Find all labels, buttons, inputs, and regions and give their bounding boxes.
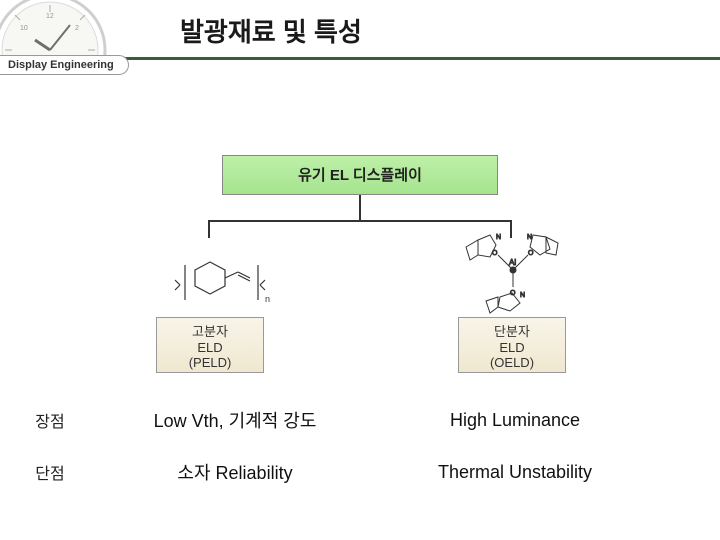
svg-text:N: N <box>527 234 532 241</box>
svg-text:O: O <box>528 250 534 257</box>
header: 12 10 2 발광재료 및 특성 <box>0 0 720 60</box>
leaf-line: ELD <box>157 340 263 355</box>
connector-line <box>359 195 361 220</box>
diagram-leaf-oeld: 단분자 ELD (OELD) <box>458 317 566 373</box>
table-row-advantage: 장점 Low Vth, 기계적 강도 High Luminance <box>0 408 720 432</box>
row-label: 장점 <box>0 408 100 432</box>
svg-text:N: N <box>496 234 501 241</box>
row-value-left: 소자 Reliability <box>115 459 355 485</box>
connector-line <box>208 220 210 238</box>
leaf-line: 고분자 <box>157 321 263 340</box>
row-value-right: Thermal Unstability <box>395 462 635 483</box>
diagram-root-box: 유기 EL 디스플레이 <box>222 155 498 195</box>
svg-text:N: N <box>520 292 525 299</box>
diagram-leaf-peld: 고분자 ELD (PELD) <box>156 317 264 373</box>
watch-decoration: 12 10 2 <box>0 0 130 60</box>
svg-text:2: 2 <box>75 25 79 32</box>
leaf-line: (PELD) <box>157 355 263 370</box>
row-value-left: Low Vth, 기계적 강도 <box>115 407 355 433</box>
page-title: 발광재료 및 특성 <box>180 12 362 49</box>
leaf-line: 단분자 <box>459 321 565 340</box>
row-value-right: High Luminance <box>395 410 635 431</box>
svg-text:12: 12 <box>46 13 54 20</box>
svg-text:Al: Al <box>509 258 516 267</box>
molecule-left: n <box>160 240 290 320</box>
svg-text:n: n <box>265 294 270 304</box>
molecule-right: Al O O O N N N <box>448 215 578 320</box>
svg-text:10: 10 <box>20 25 28 32</box>
content-area: 유기 EL 디스플레이 n Al O O O <box>0 60 720 540</box>
table-row-disadvantage: 단점 소자 Reliability Thermal Unstability <box>0 460 720 484</box>
row-label: 단점 <box>0 460 100 484</box>
leaf-line: (OELD) <box>459 355 565 370</box>
leaf-line: ELD <box>459 340 565 355</box>
